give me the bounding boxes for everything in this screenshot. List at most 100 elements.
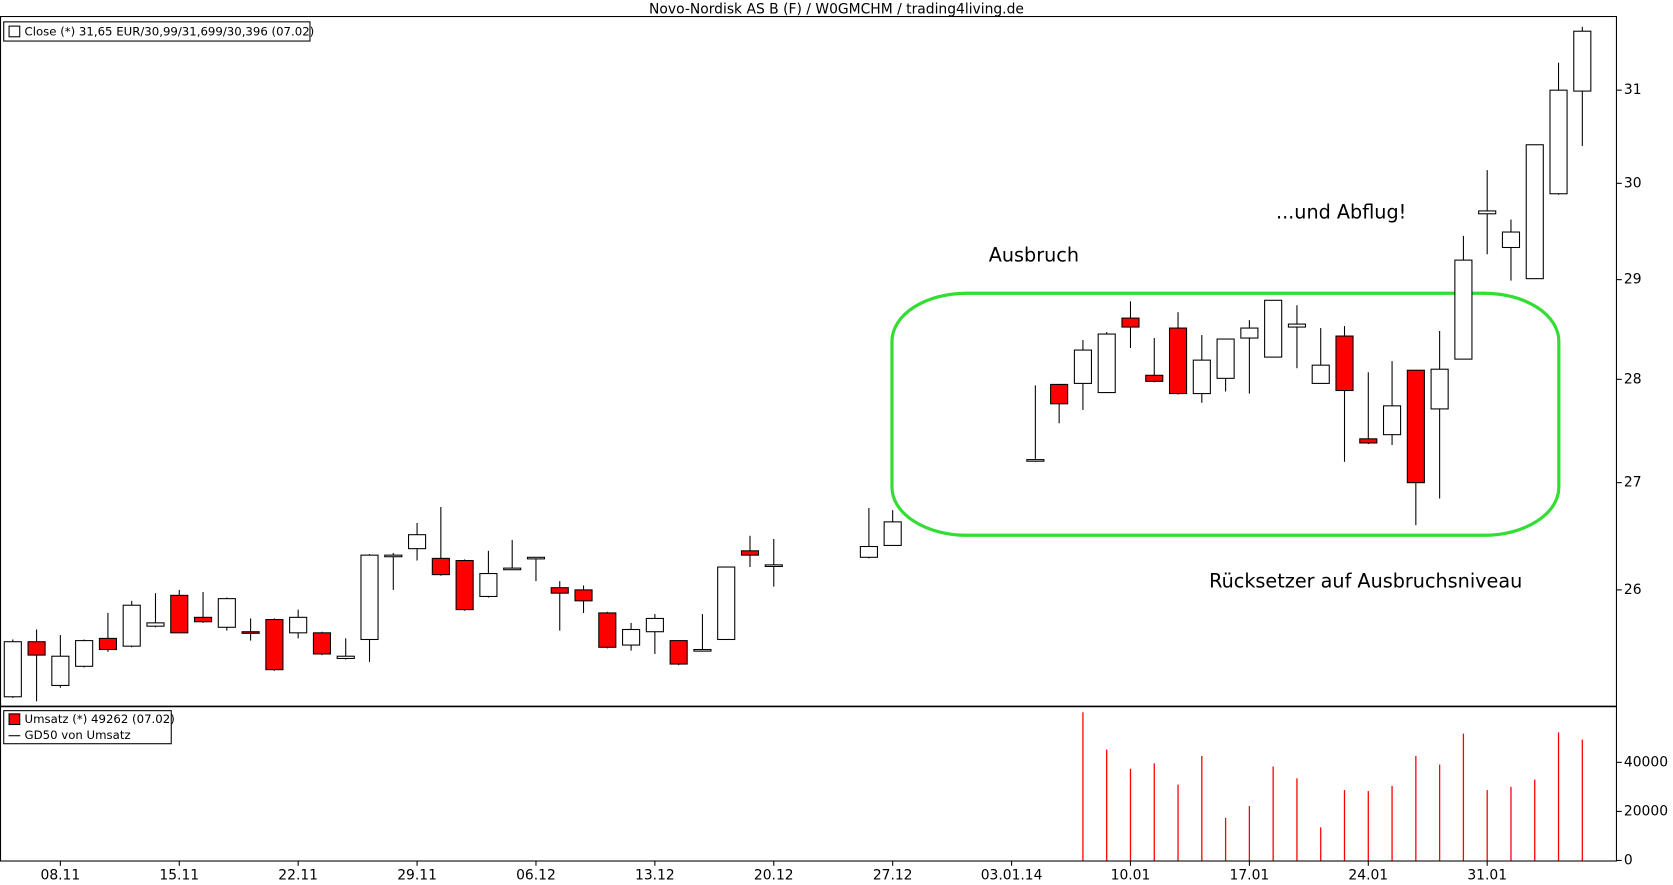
price-legend: Close (*) 31,65 EUR/30,99/31,699/30,396 … [3, 21, 315, 42]
candle-body [1335, 335, 1354, 392]
range-highlight [890, 291, 1561, 537]
candle-body [1216, 338, 1235, 379]
y-tick-label: 40000 [1624, 754, 1668, 770]
candle-body [1406, 369, 1425, 484]
volume-bar [1224, 817, 1227, 861]
candle-body [217, 598, 236, 628]
y-tick-label: 0 [1624, 852, 1633, 868]
volume-bar [1177, 784, 1179, 861]
candle-body [1145, 374, 1164, 382]
candle-body [193, 616, 213, 623]
candle-body [669, 640, 688, 665]
x-tick-label: 13.12 [635, 867, 675, 883]
candle-body [336, 655, 355, 659]
volume-bar [1581, 739, 1583, 861]
y-tick-label: 20000 [1624, 803, 1668, 819]
volume-bar [1153, 763, 1155, 861]
volume-bar [1438, 764, 1441, 861]
volume-bar [1296, 778, 1298, 861]
candle-body [146, 622, 165, 627]
candle-body [859, 545, 878, 558]
y-tick-label: 26 [1624, 582, 1642, 598]
candle-body [122, 604, 141, 647]
candle-body [1026, 459, 1045, 462]
volume-bar [1391, 785, 1393, 861]
legend-swatch [8, 713, 21, 726]
candle-body [27, 641, 46, 656]
x-tick-label: 22.11 [278, 867, 318, 883]
candle-body [1501, 231, 1521, 249]
x-tick-label: 20.12 [754, 867, 794, 883]
volume-bar [1462, 733, 1465, 861]
y-tick-label: 29 [1624, 272, 1642, 288]
candle-body [1382, 405, 1402, 436]
candle-body [1573, 30, 1592, 92]
annotation: ...und Abflug! [1276, 201, 1406, 224]
x-tick-label: 15.11 [159, 867, 199, 883]
legend-label: Close (*) 31,65 EUR/30,99/31,699/30,396 … [25, 24, 315, 38]
volume-bar [1106, 749, 1108, 861]
x-tick-label: 24.01 [1348, 867, 1388, 883]
candle-body [1192, 359, 1211, 395]
volume-bar [1201, 755, 1203, 861]
x-tick-label: 10.01 [1111, 867, 1151, 883]
candle-body [265, 619, 284, 671]
candle-body [1073, 349, 1092, 384]
y-tick-label: 31 [1624, 82, 1642, 98]
y-tick-label: 27 [1624, 475, 1642, 491]
volume-bar [1510, 786, 1512, 861]
candle-body [764, 564, 783, 567]
candle-body [622, 628, 641, 646]
annotation: Ausbruch [989, 243, 1079, 266]
candle-body [98, 637, 117, 651]
candle-body [574, 589, 593, 602]
candle-body [75, 640, 94, 667]
candle-body [1287, 323, 1307, 328]
x-tick-label: 03.01.14 [981, 867, 1043, 883]
candle-body [883, 521, 902, 546]
legend-label: Umsatz (*) 49262 (07.02) [25, 712, 175, 726]
candle-body [312, 632, 332, 655]
legend-swatch [8, 25, 21, 38]
candle-body [598, 612, 617, 648]
volume-bar [1415, 755, 1417, 861]
candle-body [1430, 368, 1449, 410]
candle-body [170, 594, 189, 634]
annotation: Rücksetzer auf Ausbruchsniveau [1209, 570, 1522, 593]
volume-bar [1367, 791, 1369, 861]
candle-body [1264, 299, 1283, 358]
candle-body [693, 648, 712, 652]
candle-body [1097, 333, 1116, 394]
candle-body [3, 641, 22, 698]
plot-frame [0, 15, 1617, 862]
legend-box [3, 710, 172, 745]
volume-legend: Umsatz (*) 49262 (07.02) GD50 von Umsatz [3, 710, 175, 745]
candle-body [717, 566, 736, 641]
x-tick-label: 06.12 [516, 867, 556, 883]
candle-body [1525, 144, 1544, 280]
volume-bar [1248, 806, 1251, 861]
candle-body [479, 573, 498, 597]
candle-body [503, 567, 522, 571]
y-tick-label: 30 [1624, 175, 1642, 191]
candle-body [1121, 317, 1140, 328]
x-tick-label: 17.01 [1230, 867, 1270, 883]
candle-body [431, 557, 450, 576]
candles [3, 26, 1592, 702]
candle-body [360, 554, 379, 641]
candle-body [1454, 259, 1473, 360]
volume-bar [1343, 790, 1346, 861]
x-tick-label: 31.01 [1467, 867, 1507, 883]
candle-body [51, 655, 70, 686]
legend-box [3, 21, 311, 42]
candle-body [241, 631, 260, 634]
volume-bar [1534, 779, 1536, 861]
candle-body [455, 560, 474, 611]
x-tick-label: 27.12 [873, 867, 913, 883]
volume-bar [1129, 768, 1132, 861]
candle-body [1240, 327, 1259, 339]
y-tick-label: 28 [1624, 371, 1642, 387]
candle-body [1359, 438, 1378, 444]
volume-bar [1486, 790, 1488, 861]
